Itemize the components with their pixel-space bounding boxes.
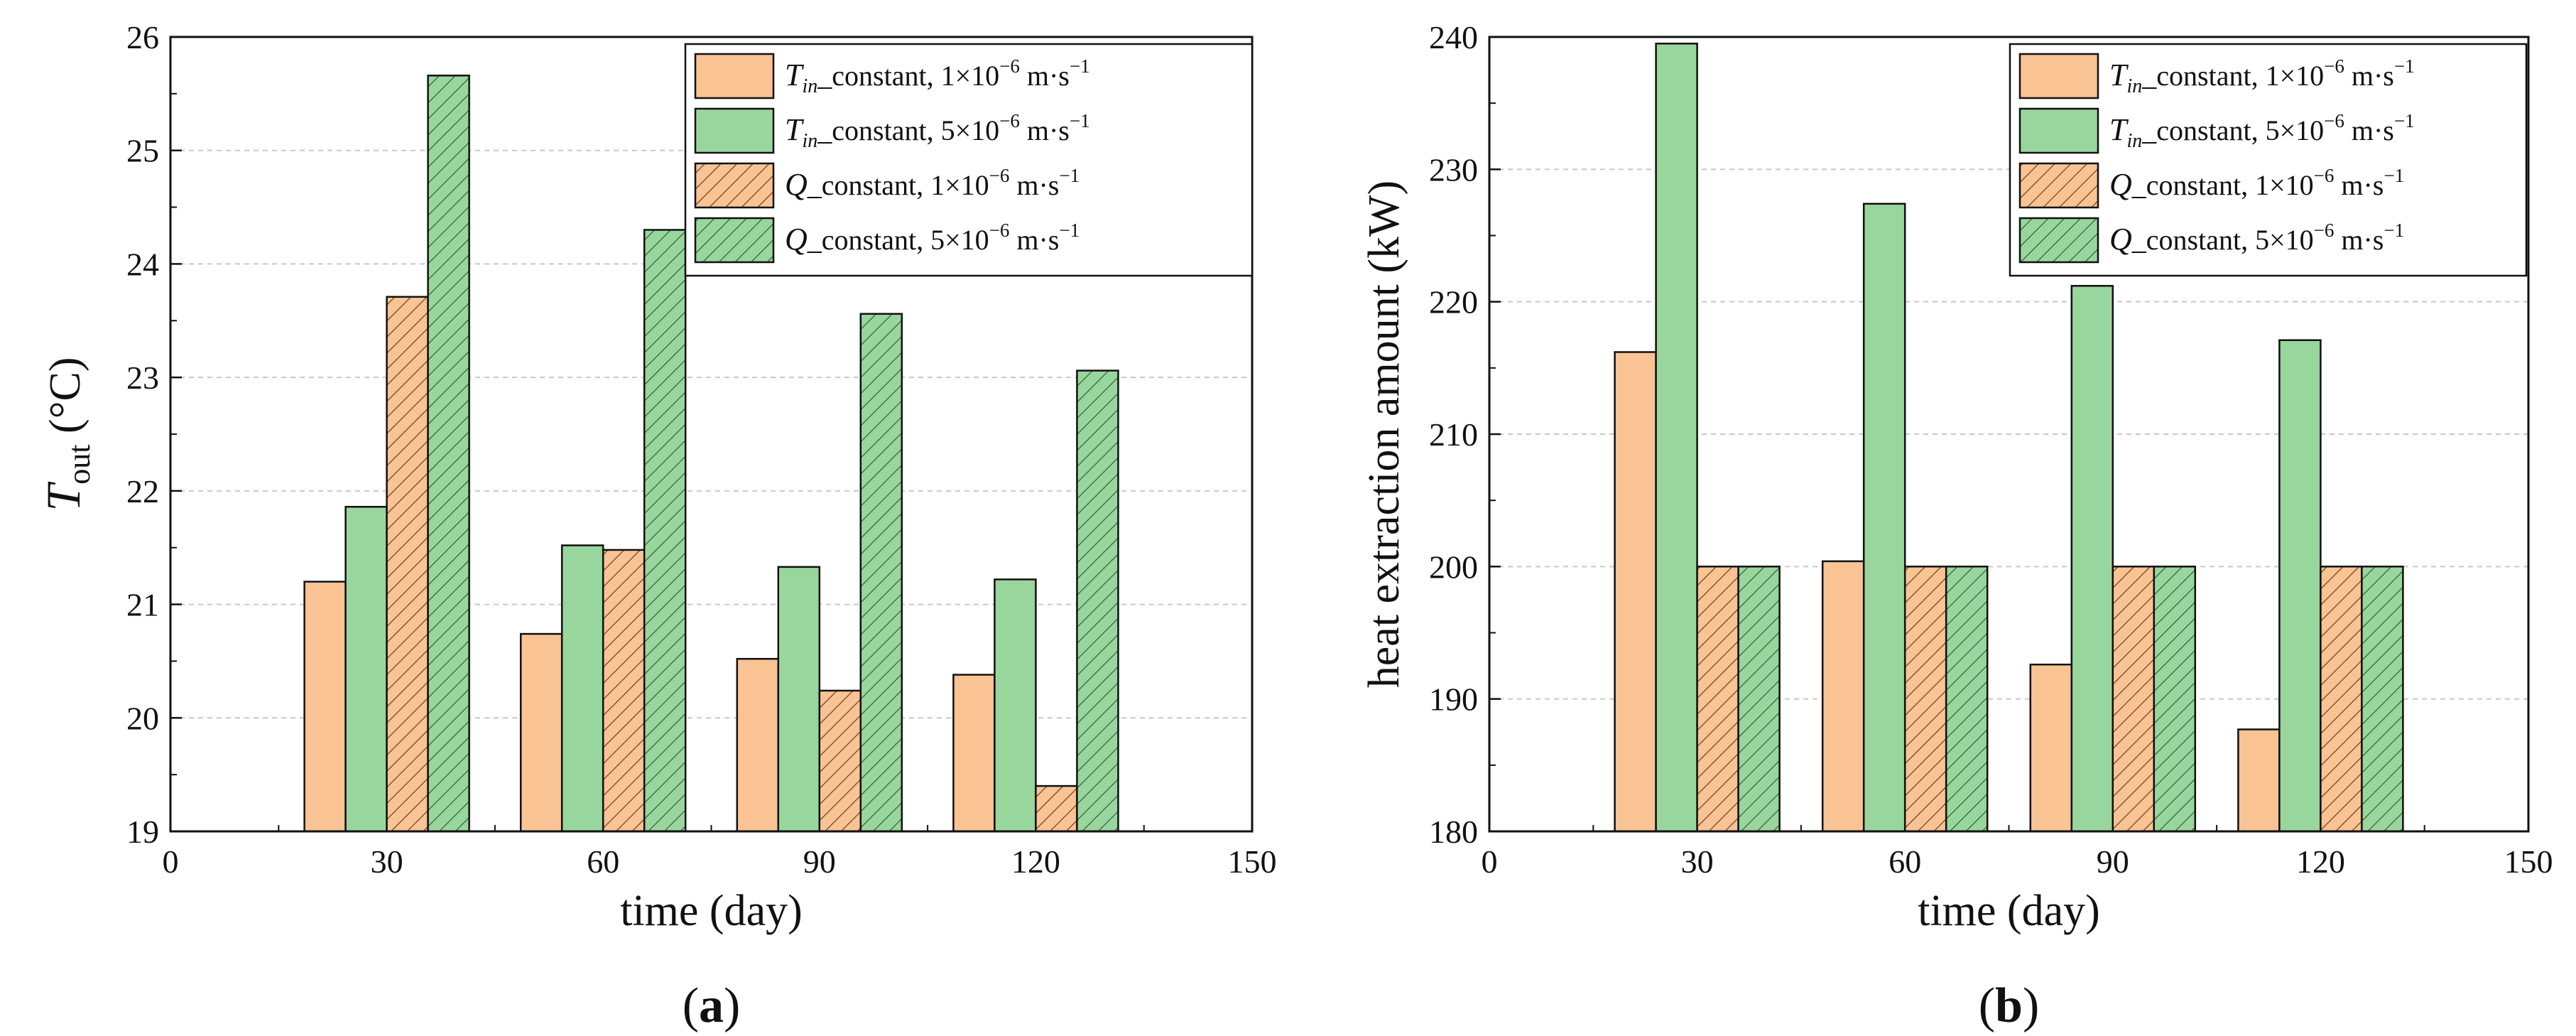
legend-swatch: [2018, 162, 2099, 209]
bar-2-day-120: [994, 578, 1037, 833]
bar-4-day-90: [2153, 566, 2197, 833]
bar-2-day-30: [344, 505, 388, 833]
bar-2-day-90: [2070, 285, 2114, 833]
bar-3-day-30: [1696, 566, 1739, 833]
bar-1-day-90: [736, 657, 780, 833]
bar-3-day-30: [386, 296, 429, 833]
legend-label: Q_constant, 5×10−6 m·s−1: [785, 220, 1080, 257]
y-tick-label: 19: [126, 814, 159, 850]
x-tick-label: 120: [2296, 843, 2345, 880]
chart-panel-b: 180 190 200 210 220 230 240 0 30 60 90 120 150 time (…: [1360, 19, 2553, 1033]
x-tick-label: 0: [1482, 843, 1498, 880]
legend-swatch: [694, 162, 775, 209]
y-axis-title: Tout (°C): [36, 357, 97, 511]
legend-label: Tin_constant, 1×10−6 m·s−1: [2109, 55, 2415, 97]
bar-3-day-90: [818, 689, 862, 833]
bar-3-day-60: [1903, 566, 1947, 833]
y-tick-label: 190: [1429, 681, 1478, 718]
legend-label: Q_constant, 5×10−6 m·s−1: [2109, 220, 2404, 257]
bar-4-day-120: [1076, 369, 1119, 833]
legend-label: Q_constant, 1×10−6 m·s−1: [785, 165, 1080, 202]
y-tick-label: 26: [126, 19, 159, 55]
plot-frame: [1488, 36, 2530, 833]
legend-swatch: [694, 53, 775, 99]
x-tick-label: 120: [1011, 843, 1060, 880]
x-tick-label: 0: [163, 843, 179, 880]
bar-1-day-60: [519, 632, 563, 833]
bar-3-day-90: [2112, 566, 2156, 833]
bar-2-day-30: [1655, 43, 1698, 833]
y-tick-label: 200: [1429, 549, 1478, 585]
legend-label: Q_constant, 1×10−6 m·s−1: [2109, 165, 2404, 202]
legend-swatch: [694, 217, 775, 264]
legend-label: Tin_constant, 5×10−6 m·s−1: [2109, 110, 2415, 152]
legend-box: [684, 43, 1254, 277]
y-tick-label: 230: [1429, 151, 1478, 188]
panel-label: (a): [683, 978, 741, 1033]
legend-swatch: [2018, 107, 2099, 154]
bar-1-day-30: [303, 581, 347, 833]
y-tick-label: 240: [1429, 19, 1478, 55]
x-tick-label: 60: [1888, 843, 1921, 880]
legend-label: Tin_constant, 1×10−6 m·s−1: [785, 55, 1090, 97]
x-tick-label: 30: [1681, 843, 1714, 880]
x-axis-title: time (day): [620, 887, 803, 935]
bar-4-day-30: [427, 75, 470, 833]
legend: Tin_constant, 1×10−6 m·s−1 Tin_constant, …: [684, 43, 1254, 277]
legend-swatch: [2018, 53, 2099, 99]
legend-swatch: [694, 107, 775, 154]
bar-3-day-60: [602, 549, 646, 833]
bar-1-day-120: [952, 674, 996, 833]
legend-swatch: [2018, 217, 2099, 264]
y-tick-label: 180: [1429, 814, 1478, 850]
y-tick-label: 25: [126, 133, 159, 169]
bar-1-day-120: [2237, 728, 2281, 833]
bar-1-day-30: [1614, 351, 1657, 833]
x-tick-label: 150: [2504, 843, 2553, 880]
bar-2-day-90: [777, 566, 821, 833]
chart-panel-a: 19 20 21 22 23 24 25 26 0 30 60 90 120 150 time (day) T…: [36, 19, 1277, 1033]
y-tick-label: 220: [1429, 284, 1478, 320]
y-tick-label: 20: [126, 700, 159, 736]
legend-label: Tin_constant, 5×10−6 m·s−1: [785, 110, 1090, 152]
y-tick-label: 23: [126, 360, 159, 396]
bar-4-day-120: [2361, 566, 2404, 833]
y-tick-label: 210: [1429, 416, 1478, 453]
bar-1-day-60: [1821, 560, 1865, 833]
y-tick-label: 24: [126, 246, 159, 282]
bar-1-day-90: [2029, 663, 2073, 833]
bar-4-day-60: [643, 229, 687, 833]
bar-3-day-120: [2320, 566, 2363, 833]
y-tick-label: 21: [126, 587, 159, 623]
y-tick-label: 22: [126, 473, 159, 509]
bar-2-day-60: [560, 544, 604, 833]
x-tick-label: 150: [1228, 843, 1277, 880]
bar-3-day-120: [1035, 784, 1078, 833]
bar-4-day-60: [1945, 566, 1989, 833]
y-axis-title: heat extraction amount (kW): [1360, 180, 1408, 688]
panel-label: (b): [1979, 978, 2040, 1033]
bar-4-day-90: [859, 313, 903, 833]
legend: Tin_constant, 1×10−6 m·s−1 Tin_constant, …: [2009, 43, 2528, 277]
bar-2-day-120: [2278, 339, 2322, 833]
x-axis-title: time (day): [1918, 887, 2100, 935]
x-tick-label: 90: [803, 843, 836, 880]
bar-4-day-30: [1737, 566, 1781, 833]
x-tick-label: 30: [371, 843, 403, 880]
plot-frame: [169, 36, 1254, 833]
x-tick-label: 90: [2097, 843, 2129, 880]
bar-2-day-60: [1862, 203, 1906, 833]
x-tick-label: 60: [587, 843, 619, 880]
